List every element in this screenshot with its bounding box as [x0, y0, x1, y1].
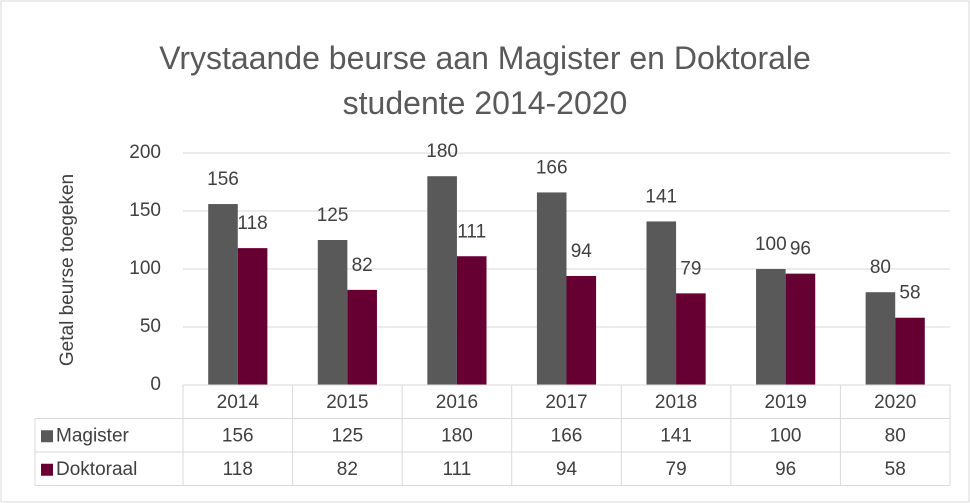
bar — [865, 292, 896, 385]
y-tick-label: 0 — [150, 374, 161, 395]
x-tick-label: 2015 — [326, 392, 368, 413]
x-tick-label: 2016 — [436, 392, 478, 413]
table-value: 100 — [770, 425, 802, 446]
bar — [895, 317, 925, 385]
data-label: 82 — [352, 255, 373, 276]
table-value: 79 — [666, 459, 687, 480]
y-axis-label: Getal beurse toegeken — [57, 174, 78, 366]
table-value: 125 — [332, 425, 364, 446]
data-label: 118 — [237, 213, 267, 234]
x-tick-label: 2014 — [217, 392, 260, 413]
data-label: 94 — [571, 241, 593, 262]
bar — [237, 248, 268, 385]
x-tick-label: 2018 — [655, 392, 697, 413]
bar — [317, 240, 348, 385]
data-label: 58 — [899, 283, 920, 304]
table-value: 80 — [885, 425, 906, 446]
bar — [785, 273, 816, 385]
bar — [756, 269, 786, 385]
table-value: 96 — [775, 459, 796, 480]
table-value: 141 — [660, 425, 692, 446]
bar — [646, 221, 677, 385]
table-value: 166 — [551, 425, 583, 446]
data-label: 96 — [790, 239, 811, 260]
legend-label: Doktoraal — [56, 459, 137, 480]
bar — [456, 256, 487, 385]
bar — [676, 293, 706, 385]
data-label: 100 — [755, 234, 787, 255]
data-label: 166 — [536, 157, 568, 178]
chart-title: Vrystaande beurse aan Magister en Doktor… — [159, 40, 811, 121]
table-value: 111 — [442, 459, 471, 480]
table-value: 58 — [885, 459, 906, 480]
table-value: 118 — [223, 459, 253, 480]
data-label: 156 — [207, 169, 239, 190]
y-tick-label: 150 — [129, 200, 161, 221]
y-tick-label: 100 — [129, 258, 161, 279]
table-value: 82 — [337, 459, 358, 480]
data-label: 80 — [870, 257, 891, 278]
data-label: 111 — [457, 221, 486, 242]
data-label: 125 — [317, 205, 349, 226]
data-label: 79 — [680, 258, 701, 279]
y-tick-label: 50 — [140, 316, 161, 337]
table-value: 180 — [441, 425, 473, 446]
data-label: 141 — [645, 186, 677, 207]
legend-label: Magister — [56, 425, 130, 446]
bar — [208, 204, 238, 385]
x-tick-label: 2017 — [545, 392, 587, 413]
bar — [427, 176, 457, 385]
table-value: 156 — [222, 425, 254, 446]
legend-key — [41, 430, 53, 443]
table-value: 94 — [556, 459, 578, 480]
x-tick-label: 2020 — [874, 392, 916, 413]
bar — [536, 192, 567, 385]
y-tick-label: 200 — [129, 142, 161, 163]
bar — [566, 275, 597, 385]
data-label: 180 — [426, 141, 458, 162]
bar — [347, 289, 377, 385]
x-tick-label: 2019 — [765, 392, 807, 413]
legend-key — [41, 463, 53, 476]
